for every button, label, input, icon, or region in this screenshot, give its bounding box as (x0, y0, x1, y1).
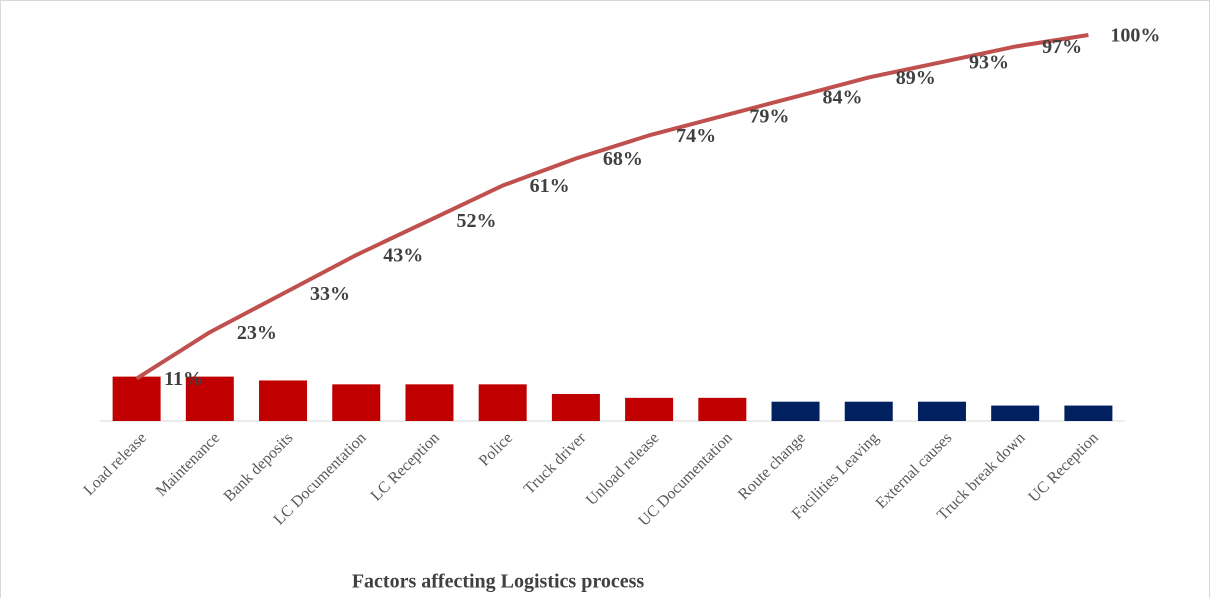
data-label: 11% (164, 368, 203, 390)
data-label: 61% (530, 175, 570, 197)
bar (185, 376, 234, 421)
x-tick-label: Bank deposits (221, 429, 297, 505)
bar (771, 401, 820, 421)
data-label: 23% (237, 322, 277, 344)
bar (625, 397, 674, 421)
bar (1064, 405, 1113, 421)
data-label: 52% (456, 210, 496, 232)
data-label: 33% (310, 283, 350, 305)
bar (917, 401, 966, 421)
bar (478, 384, 527, 421)
data-label: 93% (969, 52, 1009, 74)
x-tick-label: LC Reception (368, 429, 443, 504)
bar (991, 405, 1040, 421)
x-tick-label: Load release (81, 429, 150, 498)
data-label: 100% (1110, 25, 1160, 47)
bar (259, 380, 308, 421)
cumulative-line (135, 33, 1089, 381)
data-label: 97% (1042, 36, 1082, 58)
x-tick-label: Maintenance (153, 429, 223, 499)
bar (551, 393, 600, 421)
bar (698, 397, 747, 421)
bar (405, 384, 454, 421)
bar (112, 376, 161, 421)
x-tick-label: Truck driver (521, 429, 590, 498)
data-label: 84% (823, 86, 863, 108)
bar (844, 401, 893, 421)
x-tick-label: Unload release (583, 429, 663, 509)
x-axis-title: Factors affecting Logistics process (352, 571, 645, 593)
x-tick-label: Police (476, 429, 516, 469)
x-tick-label: External causes (873, 429, 956, 512)
data-label: 74% (676, 125, 716, 147)
data-label: 68% (603, 148, 643, 170)
data-label: 43% (383, 245, 423, 267)
bar (332, 384, 381, 421)
x-tick-label: Route change (735, 429, 809, 503)
data-label: 79% (749, 106, 789, 128)
x-tick-label: UC Reception (1025, 429, 1101, 505)
data-label: 89% (896, 67, 936, 89)
